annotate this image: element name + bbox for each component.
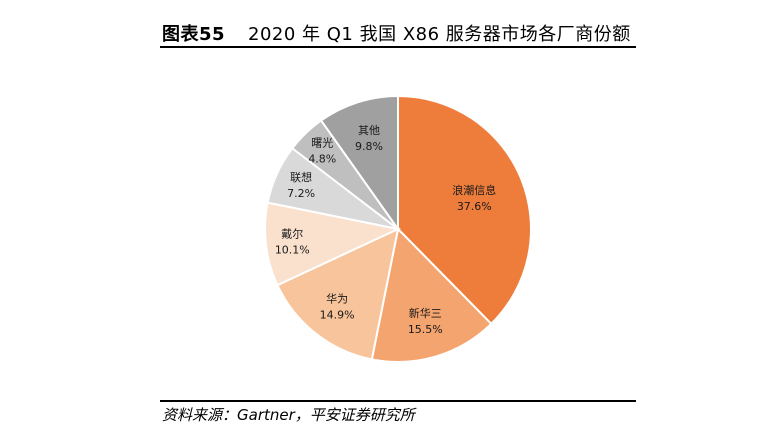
slice-value-label: 4.8%	[308, 153, 336, 166]
pie-slice-1	[370, 226, 493, 363]
slice-value-label: 9.8%	[355, 140, 383, 153]
title-bar: 图表55 2020 年 Q1 我国 X86 服务器市场各厂商份额	[160, 18, 636, 48]
slice-category-label: 新华三	[409, 306, 442, 320]
slice-category-label: 曙光	[311, 136, 333, 150]
slice-category-label: 其他	[358, 124, 380, 137]
chart-title: 2020 年 Q1 我国 X86 服务器市场各厂商份额	[248, 24, 631, 45]
slice-category-label: 浪潮信息	[452, 183, 496, 197]
slice-value-label: 10.1%	[275, 244, 310, 257]
slice-value-label: 7.2%	[287, 187, 315, 200]
pie-slice-6	[319, 94, 399, 233]
slice-value-label: 15.5%	[408, 323, 443, 336]
slice-value-label: 37.6%	[457, 200, 492, 213]
source-divider	[160, 400, 636, 402]
slice-value-label: 14.9%	[320, 308, 355, 321]
slice-category-label: 华为	[326, 291, 348, 305]
slice-category-label: 戴尔	[281, 227, 303, 241]
source-note: 资料来源：Gartner，平安证券研究所	[162, 406, 415, 424]
figure-label: 图表55	[162, 24, 226, 45]
pie-slice-0	[397, 94, 532, 326]
pie-slice-2	[276, 227, 400, 361]
slice-category-label: 联想	[290, 170, 312, 184]
